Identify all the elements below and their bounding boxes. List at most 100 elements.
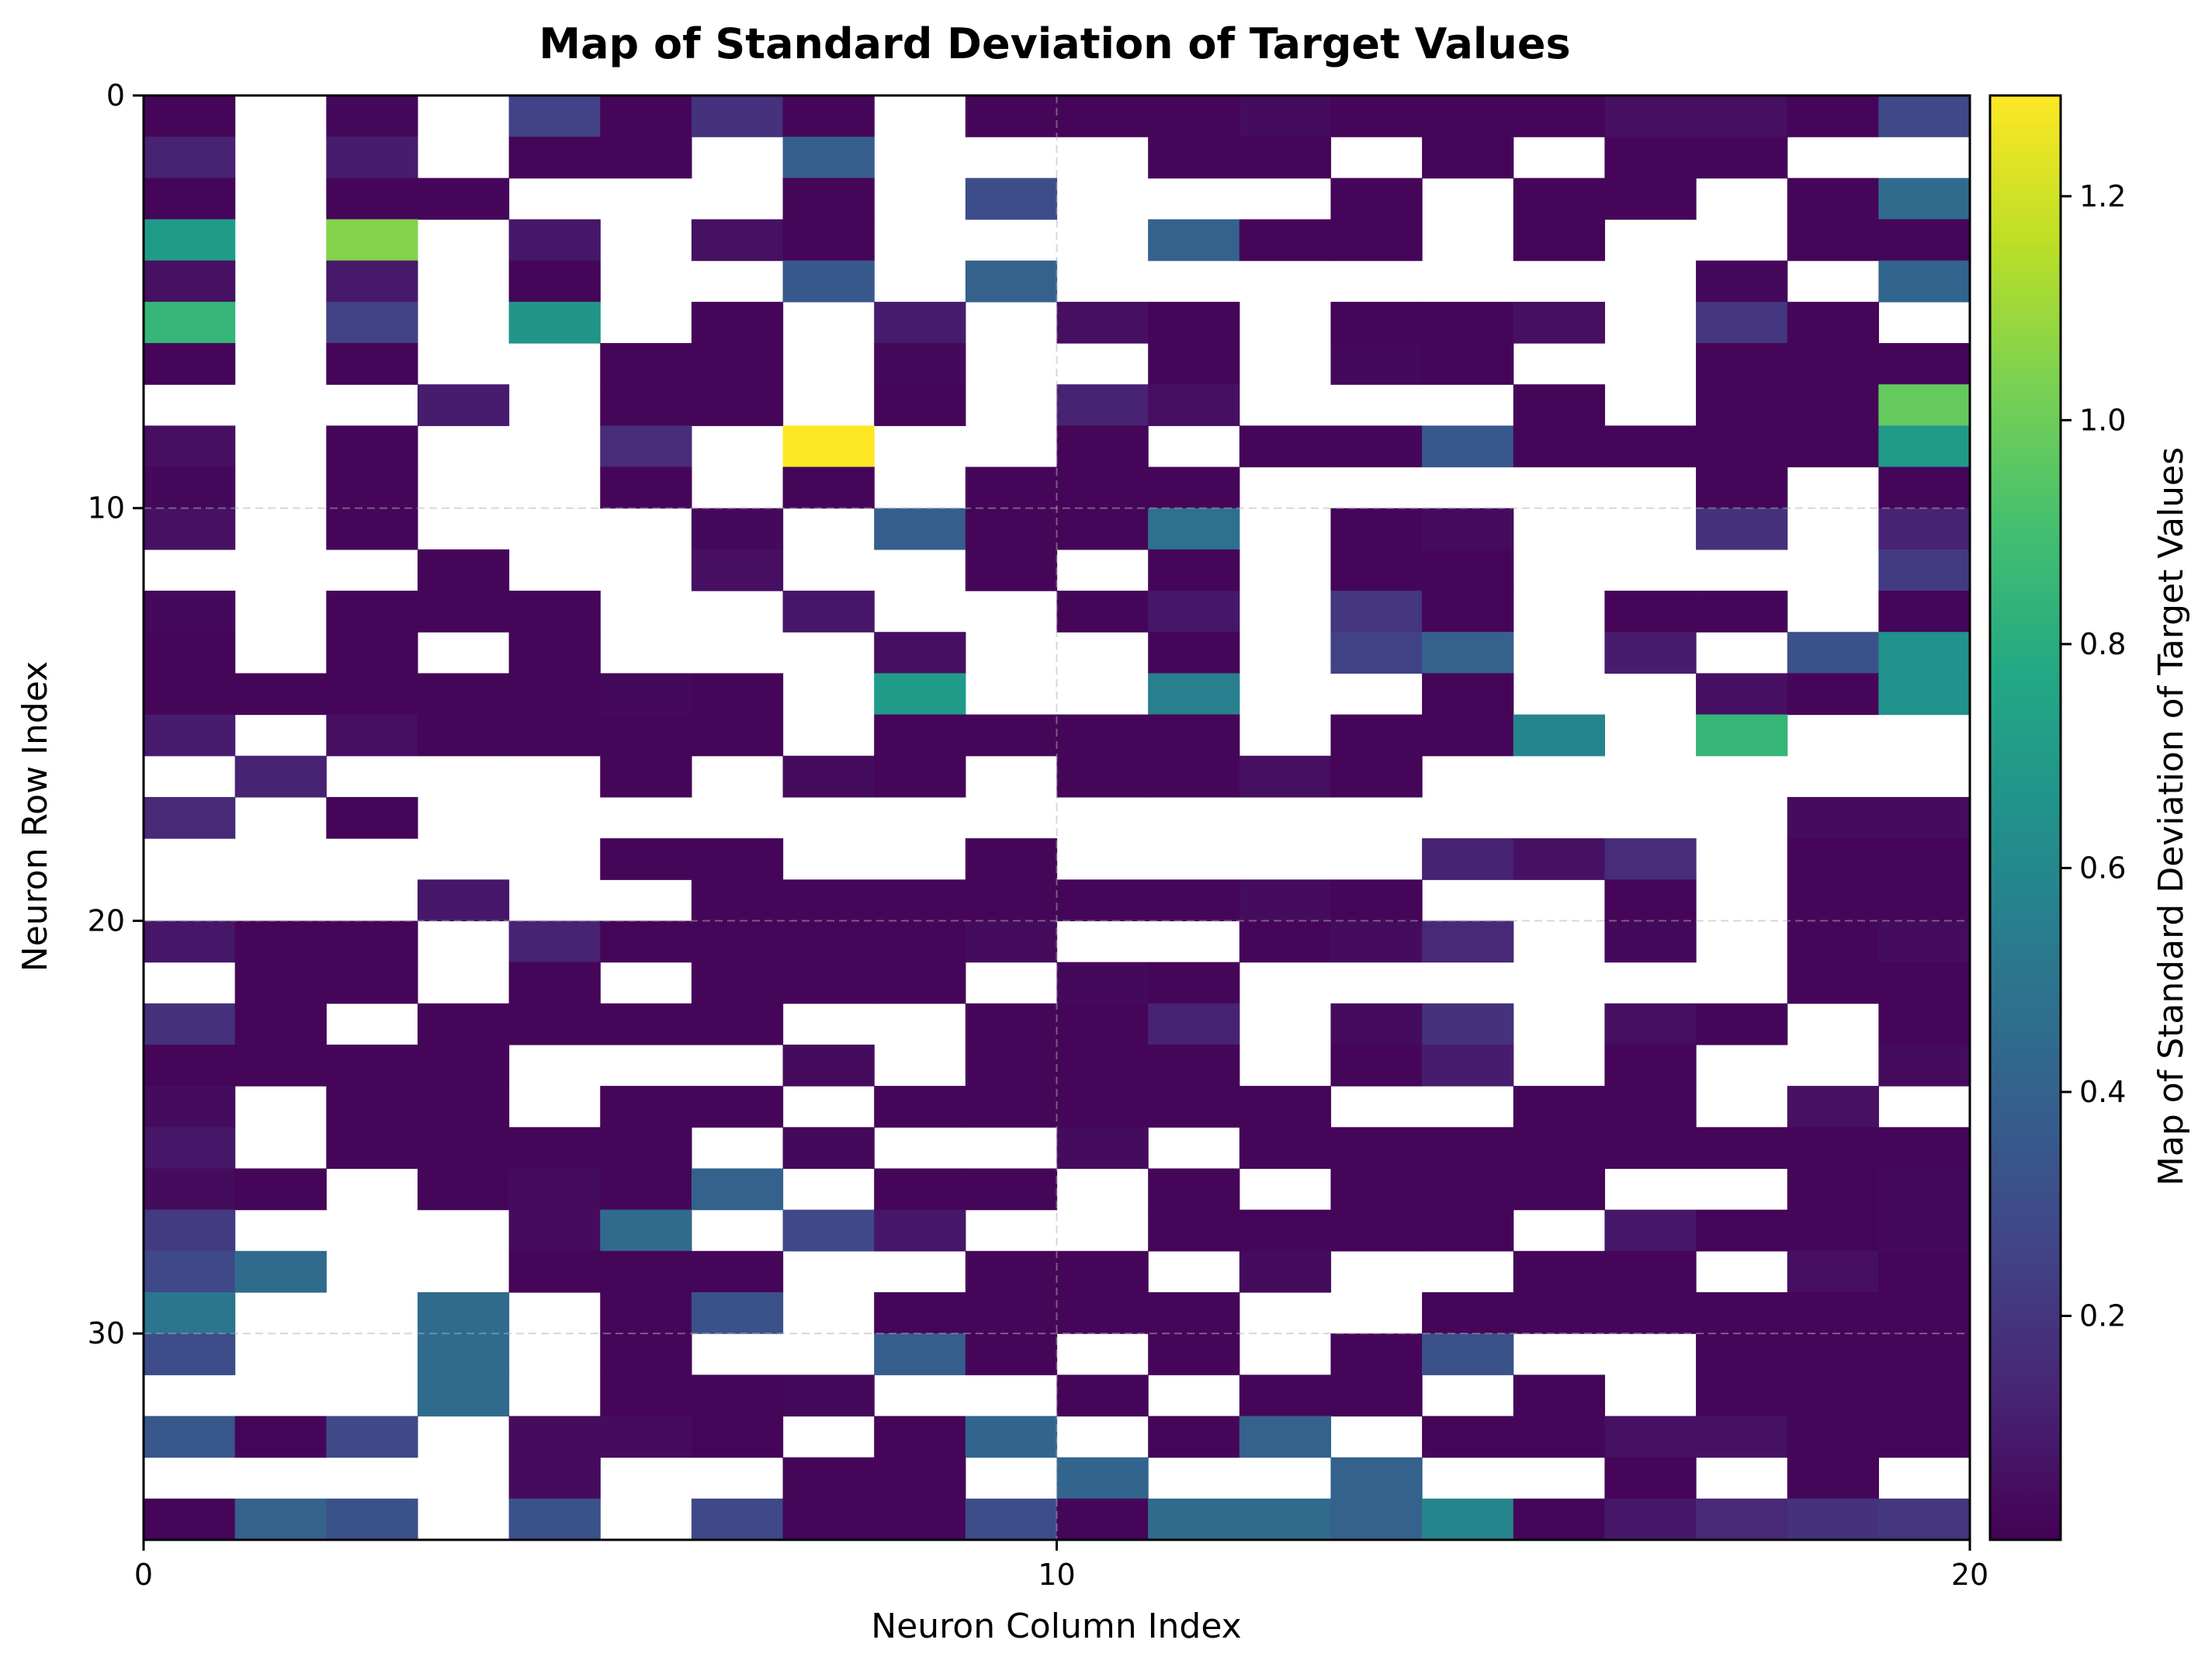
heatmap-cell [1056, 1250, 1149, 1293]
heatmap-cell [600, 137, 692, 179]
heatmap-cell [1330, 1375, 1423, 1417]
heatmap-cell [1422, 1209, 1514, 1252]
heatmap-cell [600, 95, 692, 137]
heatmap-cell [326, 508, 418, 550]
heatmap-cell [691, 301, 784, 344]
colorbar-tick-label: 0.4 [2079, 1075, 2126, 1109]
heatmap-cell [1330, 219, 1423, 262]
heatmap-cell [965, 95, 1058, 137]
heatmap-cell [1787, 1168, 1879, 1211]
heatmap-cell [691, 838, 784, 880]
heatmap-cell [1604, 1044, 1697, 1087]
heatmap-cell [600, 1209, 692, 1252]
heatmap-cell [508, 1250, 601, 1293]
heatmap-cell [508, 962, 601, 1004]
heatmap-cell [1148, 1291, 1240, 1334]
heatmap-cell [874, 1209, 966, 1252]
heatmap-cell [1330, 343, 1423, 385]
heatmap-cell [417, 879, 510, 922]
heatmap-cell [1604, 137, 1697, 179]
heatmap-cell [965, 466, 1058, 509]
heatmap-cell [1878, 1044, 1971, 1087]
heatmap-cell [1787, 962, 1879, 1004]
heatmap-cell [1056, 591, 1149, 633]
heatmap-cell [234, 1416, 327, 1458]
heatmap-cell [234, 920, 327, 963]
heatmap-cell [1056, 1291, 1149, 1334]
heatmap-cell [600, 1250, 692, 1293]
heatmap-cell [1878, 920, 1971, 963]
heatmap-cell [144, 1003, 236, 1045]
heatmap-cell [874, 632, 966, 674]
heatmap-cell [234, 1498, 327, 1541]
heatmap-cell [1330, 301, 1423, 344]
heatmap-cell [1878, 425, 1971, 468]
heatmap-cell [144, 178, 236, 220]
heatmap-cell [1056, 95, 1149, 137]
heatmap-cell [965, 1416, 1058, 1458]
heatmap-cell [144, 466, 236, 509]
y-tick-label: 30 [88, 1316, 125, 1350]
heatmap-cell [326, 466, 418, 509]
heatmap-cell [1239, 1498, 1332, 1541]
heatmap-cell [1787, 796, 1879, 839]
heatmap-cell [1513, 1086, 1605, 1128]
heatmap-cell [874, 1168, 966, 1211]
x-axis: 0 10 20 [134, 1540, 1988, 1592]
heatmap-cell [1787, 1291, 1879, 1334]
heatmap-cell [965, 1498, 1058, 1541]
heatmap-cell [1513, 301, 1605, 344]
heatmap-cell [1148, 301, 1240, 344]
heatmap-cell [1330, 920, 1423, 963]
heatmap-cell [1878, 549, 1971, 591]
heatmap-cell [965, 1168, 1058, 1211]
heatmap-cell [1696, 1498, 1788, 1541]
heatmap-cell [508, 714, 601, 757]
heatmap-cell [691, 95, 784, 137]
colorbar-label: Map of Standard Deviation of Target Valu… [2151, 447, 2191, 1186]
heatmap-cell [234, 673, 327, 716]
heatmap-cell [326, 1127, 418, 1170]
heatmap-cell [144, 219, 236, 262]
heatmap-cell [1148, 508, 1240, 550]
heatmap-cell [782, 137, 875, 179]
heatmap-cell [508, 137, 601, 179]
heatmap-cell [1239, 879, 1332, 922]
heatmap-cell [1056, 962, 1149, 1004]
heatmap-cell [144, 591, 236, 633]
heatmap-cell [874, 343, 966, 385]
heatmap-cell [965, 838, 1058, 880]
heatmap-cell [1330, 714, 1423, 757]
heatmap-cell [144, 1086, 236, 1128]
heatmap-cell [1513, 178, 1605, 220]
heatmap-cell [417, 1375, 510, 1417]
heatmap-cell [1696, 1375, 1788, 1417]
heatmap-cell [1878, 838, 1971, 880]
heatmap-cell [1604, 1003, 1697, 1045]
heatmap-cell [1056, 1375, 1149, 1417]
heatmap-cell [326, 343, 418, 385]
heatmap-cell [965, 1003, 1058, 1045]
heatmap-cell [691, 549, 784, 591]
heatmap-cell [234, 1250, 327, 1293]
heatmap-cell [1513, 384, 1605, 426]
heatmap-cell [782, 1044, 875, 1087]
heatmap-cell [874, 301, 966, 344]
heatmap-cell [1056, 714, 1149, 757]
heatmap-cell [600, 920, 692, 963]
heatmap-cell [874, 1086, 966, 1128]
heatmap-cell [691, 1416, 784, 1458]
heatmap-cell [1330, 1498, 1423, 1541]
heatmap-cell [1056, 1457, 1149, 1499]
heatmap-cell [144, 1209, 236, 1252]
heatmap-cell [417, 1168, 510, 1211]
heatmap-cell [1696, 301, 1788, 344]
heatmap-cell [234, 1003, 327, 1045]
heatmap-cell [1513, 1127, 1605, 1170]
heatmap-cell [691, 879, 784, 922]
heatmap-cell [508, 591, 601, 633]
heatmap-cell [326, 425, 418, 468]
heatmap-cell [782, 1498, 875, 1541]
heatmap-cell [1604, 1127, 1697, 1170]
heatmap-cell [1056, 508, 1149, 550]
